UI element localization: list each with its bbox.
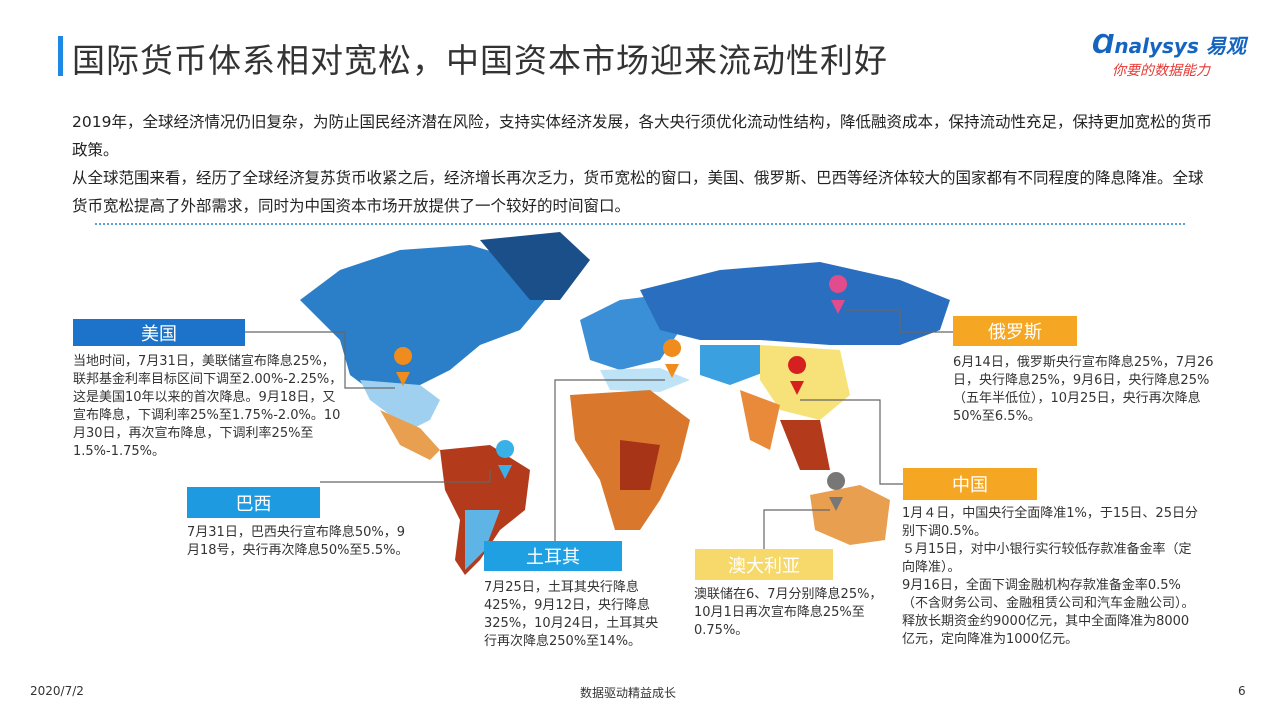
intro-paragraph: 2019年，全球经济情况仍旧复杂，为防止国民经济潜在风险，支持实体经济发展，各大… [72, 113, 1212, 159]
intro: 2019年，全球经济情况仍旧复杂，为防止国民经济潜在风险，支持实体经济发展，各大… [72, 108, 1212, 220]
page-number: 6 [1238, 684, 1246, 698]
callout-paragraph: 澳联储在6、7月分别降息25%，10月1日再次宣布降息25%至0.75%。 [694, 587, 883, 638]
callout-label: 俄罗斯 [953, 316, 1077, 346]
divider [95, 223, 1185, 225]
pins [394, 275, 848, 511]
region-greenland [480, 232, 590, 300]
region-southeast-asia [780, 420, 830, 470]
callout-paragraph: 1月４日，中国央行全面降准1%，于15日、25日分别下调0.5%。 [902, 506, 1198, 539]
callout-label: 土耳其 [484, 541, 622, 571]
callout-paragraph: 6月14日，俄罗斯央行宣布降息25%，7月26日，央行降息25%，9月6日，央行… [953, 355, 1214, 424]
callout-paragraph: 9月16日，全面下调金融机构存款准备金率0.5%（不含财务公司、金融租赁公司和汽… [902, 578, 1195, 647]
callout-text: 1月４日，中国央行全面降准1%，于15日、25日分别下调0.5%。 ５月15日，… [902, 505, 1202, 649]
footer-date: 2020/7/2 [30, 684, 84, 698]
callout-text: 7月25日，土耳其央行降息425%，9月12日，央行降息325%，10月24日，… [484, 579, 664, 651]
region-central-asia [700, 345, 770, 385]
region-russia [640, 262, 950, 345]
leader-lines [245, 309, 953, 549]
region-australia [810, 485, 890, 545]
logo: Ɑnalysys 易观 [1092, 30, 1246, 60]
callout-text: 6月14日，俄罗斯央行宣布降息25%，7月26日，央行降息25%，9月6日，央行… [953, 354, 1225, 426]
callout-paragraph: 当地时间，7月31日，美联储宣布降息25%，联邦基金利率目标区间下调至2.00%… [73, 354, 343, 459]
region-china [760, 345, 850, 420]
region-argentina [465, 510, 500, 570]
title-bar [58, 36, 63, 76]
callout-text: 当地时间，7月31日，美联储宣布降息25%，联邦基金利率目标区间下调至2.00%… [73, 353, 345, 461]
region-india [740, 390, 780, 450]
slide-title: 国际货币体系相对宽松，中国资本市场迎来流动性利好 [72, 41, 888, 80]
callout-paragraph: ５月15日，对中小银行实行较低存款准备金率（定向降准）。 [902, 542, 1192, 575]
region-usa [360, 380, 440, 430]
callout-label: 澳大利亚 [695, 549, 833, 580]
region-mexico [380, 410, 440, 460]
region-central-africa [620, 440, 660, 490]
callout-label: 美国 [73, 319, 245, 346]
callout-text: 澳联储在6、7月分别降息25%，10月1日再次宣布降息25%至0.75%。 [694, 586, 886, 640]
region-north-america [300, 245, 545, 395]
callout-label: 中国 [903, 468, 1037, 500]
logo-name: nalysys [1114, 34, 1199, 58]
logo-cn: 易观 [1205, 34, 1246, 58]
tagline: 你要的数据能力 [1112, 63, 1210, 79]
intro-paragraph: 从全球范围来看，经历了全球经济复苏货币收紧之后，经济增长再次乏力，货币宽松的窗口… [72, 169, 1204, 215]
callout-label: 巴西 [187, 487, 320, 518]
footer-slogan: 数据驱动精益成长 [580, 686, 677, 700]
callout-paragraph: 7月25日，土耳其央行降息425%，9月12日，央行降息325%，10月24日，… [484, 580, 659, 649]
callout-paragraph: 7月31日，巴西央行宣布降息50%，9月18号，央行再次降息50%至5.5%。 [187, 525, 409, 558]
callout-text: 7月31日，巴西央行宣布降息50%，9月18号，央行再次降息50%至5.5%。 [187, 524, 415, 560]
